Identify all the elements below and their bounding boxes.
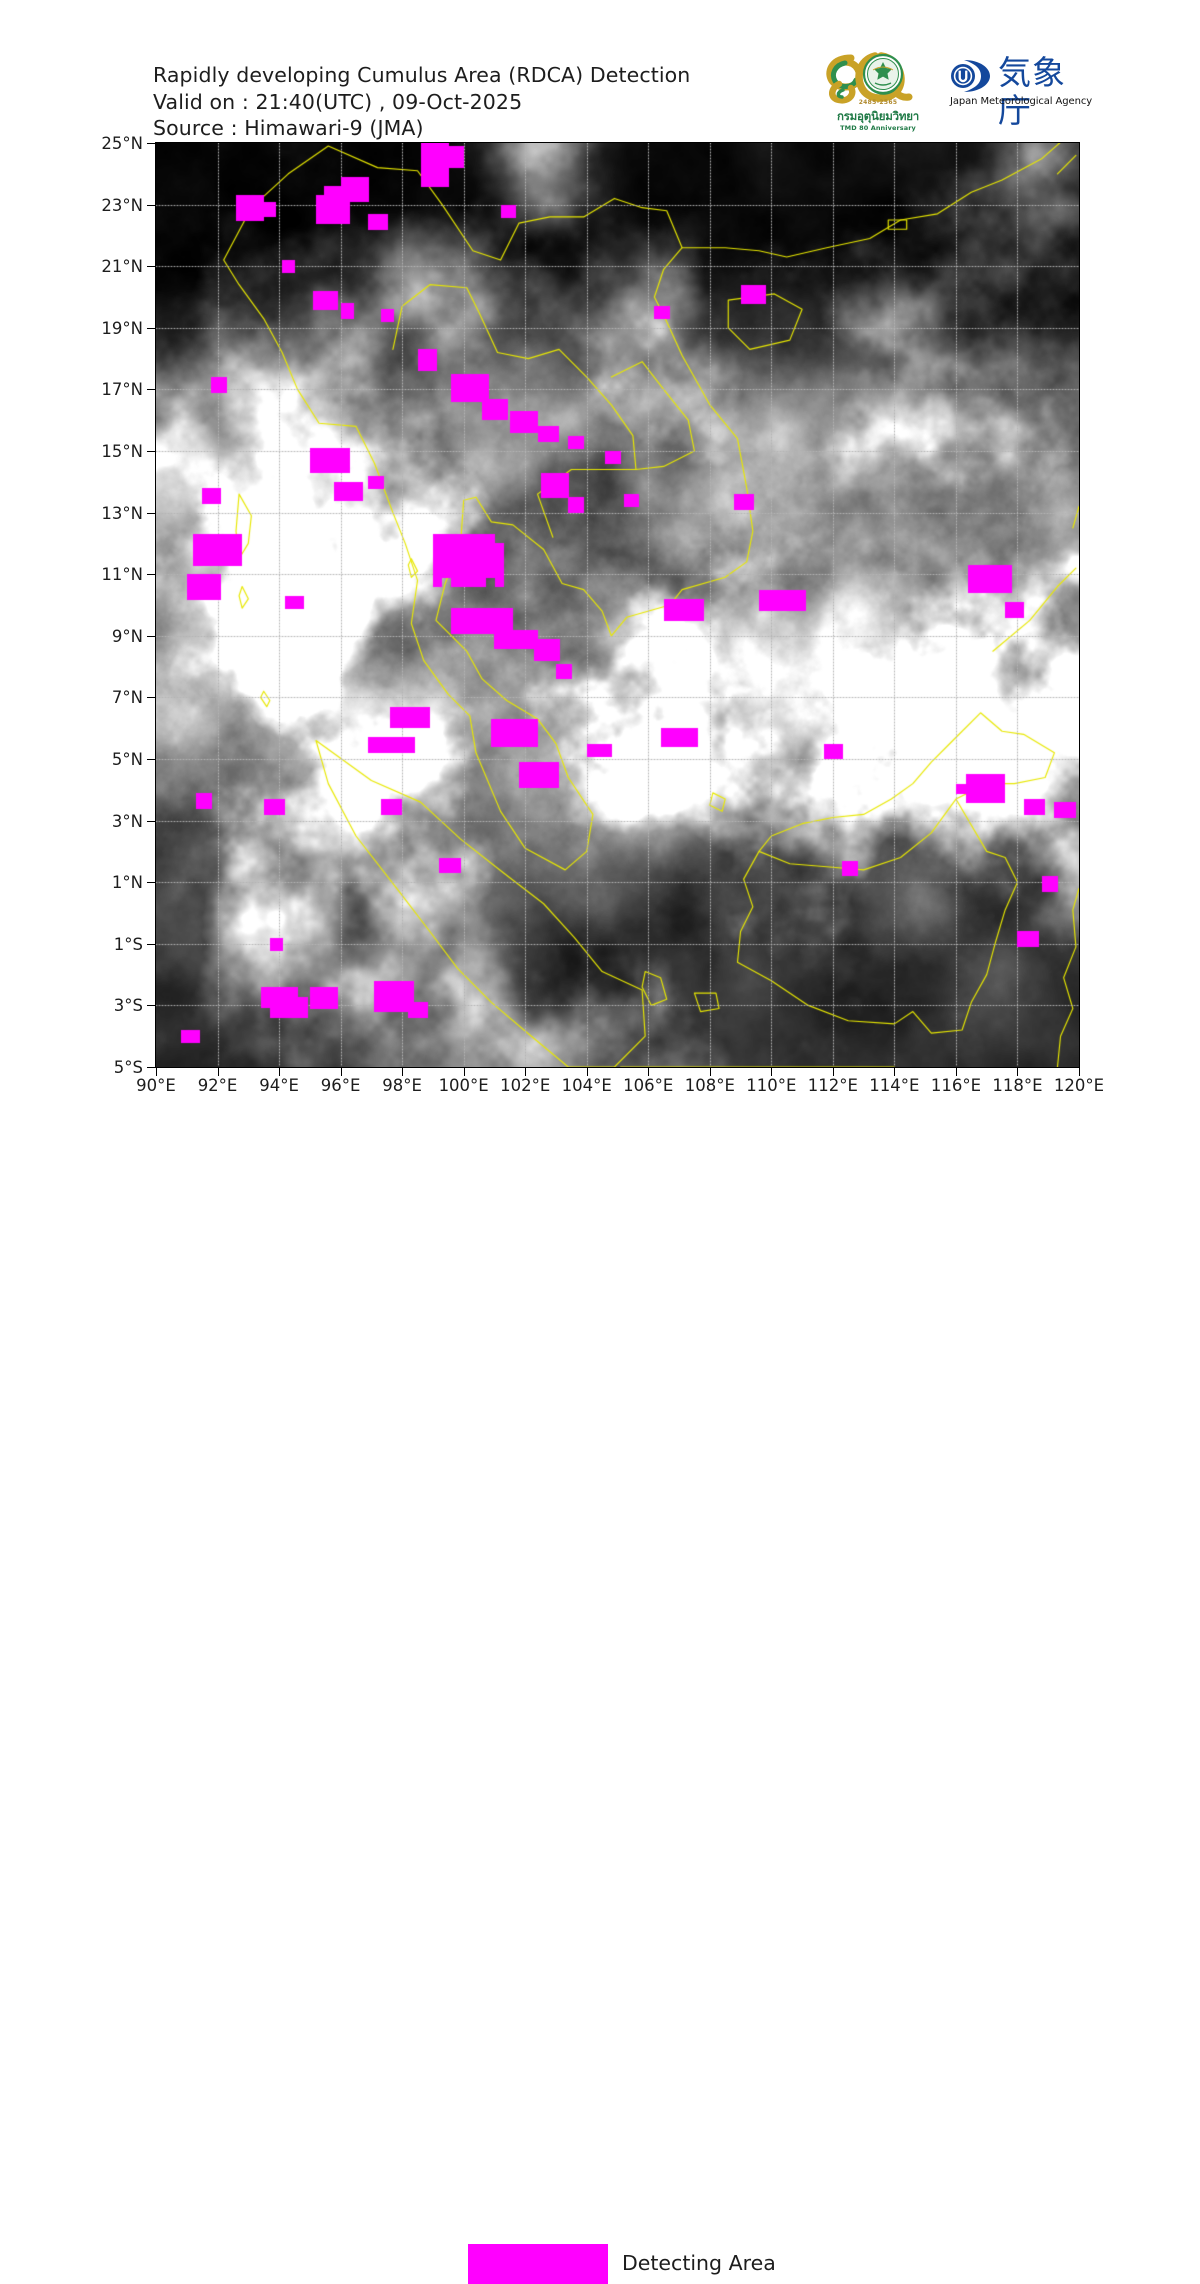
tmd-logo-anniversary-text: TMD 80 Anniversary — [840, 124, 916, 132]
y-axis-tick-label: 5°N — [111, 750, 143, 769]
x-axis-tick-label: 100°E — [438, 1076, 489, 1095]
legend-swatch-detecting-area — [468, 2244, 608, 2284]
x-axis-tick-label: 120°E — [1053, 1076, 1105, 1095]
y-axis-tick-mark — [147, 1005, 155, 1007]
tmd-logo-thai-text: กรมอุตุนิยมวิทยา — [836, 109, 920, 123]
y-axis-tick-label: 3°N — [111, 811, 143, 831]
x-axis-tick-label: 108°E — [684, 1076, 735, 1095]
x-axis-tick-mark — [709, 1068, 711, 1076]
y-axis-tick-mark — [147, 204, 155, 206]
y-axis-tick-label: 23°N — [101, 195, 143, 215]
x-axis-tick-label: 118°E — [992, 1076, 1043, 1095]
y-axis-tick-mark — [147, 451, 155, 452]
y-axis-tick-mark — [147, 697, 155, 699]
x-axis-tick-mark — [648, 1068, 650, 1076]
x-axis-tick-mark — [463, 1068, 465, 1076]
legend: Detecting Area — [0, 1118, 1200, 2284]
x-axis-tick-mark — [1017, 1068, 1019, 1076]
y-axis-tick-label: 11°N — [101, 565, 143, 585]
y-axis-tick-mark — [147, 635, 155, 637]
x-axis-tick-mark — [525, 1068, 527, 1076]
x-axis-tick-label: 92°E — [197, 1076, 238, 1095]
x-axis-tick-label: 116°E — [930, 1076, 981, 1095]
satellite-ir-image — [156, 143, 1079, 1067]
japan-meteorological-agency-logo: 気象庁 Japan Meteorological Agency — [950, 54, 1098, 130]
y-axis-tick-label: 15°N — [101, 442, 143, 461]
y-axis-tick-label: 21°N — [101, 257, 143, 277]
x-axis-tick-mark — [340, 1068, 342, 1076]
map-plot-area — [155, 142, 1080, 1068]
tmd-logo-years: 2485-2565 — [858, 99, 898, 106]
y-axis-tick-mark — [147, 943, 155, 945]
y-axis-tick-label: 7°N — [111, 688, 143, 708]
x-axis-tick-label: 112°E — [807, 1076, 858, 1095]
x-axis-tick-mark — [156, 1068, 157, 1076]
title-block: Rapidly developing Cumulus Area (RDCA) D… — [153, 62, 690, 142]
y-axis-tick-mark — [147, 143, 155, 144]
y-axis-tick-label: 1°N — [111, 873, 143, 893]
y-axis-tick-mark — [147, 882, 155, 884]
y-axis-tick-mark — [147, 1067, 155, 1068]
valid-time-label: Valid on : 21:40(UTC) , 09-Oct-2025 — [153, 89, 523, 114]
y-axis-tick-label: 3°S — [113, 996, 143, 1016]
y-axis-tick-label: 25°N — [101, 134, 143, 153]
x-axis-tick-label: 102°E — [500, 1076, 551, 1095]
x-axis-tick-label: 110°E — [746, 1076, 797, 1095]
tmd-logo-mark — [826, 52, 913, 104]
y-axis-tick-label: 17°N — [101, 380, 143, 400]
x-axis-tick-label: 90°E — [136, 1076, 176, 1095]
tmd-80th-anniversary-logo: 2485-2565 กรมอุตุนิยมวิทยา TMD 80 Annive… — [817, 50, 939, 138]
y-axis-tick-mark — [147, 327, 155, 329]
x-axis-tick-label: 106°E — [623, 1076, 674, 1095]
x-axis-tick-mark — [1079, 1068, 1080, 1076]
jma-logo-kanji: 気象庁 — [998, 53, 1066, 130]
legend-label-detecting-area: Detecting Area — [622, 2251, 776, 2275]
x-axis-tick-mark — [586, 1068, 588, 1076]
y-axis-tick-mark — [147, 574, 155, 576]
page-header: Rapidly developing Cumulus Area (RDCA) D… — [0, 0, 1200, 142]
y-axis-tick-mark — [147, 266, 155, 268]
y-axis-tick-label: 13°N — [101, 503, 143, 523]
y-axis-tick-mark — [147, 820, 155, 822]
y-axis-tick-label: 19°N — [101, 318, 143, 338]
x-axis-tick-label: 96°E — [320, 1076, 361, 1095]
x-axis-tick-label: 114°E — [869, 1076, 920, 1095]
y-axis-tick-mark — [147, 512, 155, 514]
y-axis-tick-label: 5°S — [113, 1058, 143, 1077]
source-label: Source : Himawari-9 (JMA) — [153, 116, 424, 140]
x-axis-tick-mark — [217, 1068, 219, 1076]
y-axis-tick-label: 1°S — [113, 934, 143, 954]
y-axis-tick-mark — [147, 759, 155, 760]
x-axis-tick-label: 94°E — [259, 1076, 299, 1095]
x-axis-tick-mark — [894, 1068, 896, 1076]
x-axis-tick-mark — [402, 1068, 404, 1076]
page-title: Rapidly developing Cumulus Area (RDCA) D… — [153, 63, 691, 87]
x-axis-tick-label: 98°E — [382, 1076, 422, 1095]
x-axis-tick-mark — [279, 1068, 281, 1076]
map-frame — [155, 142, 1080, 1068]
x-axis-tick-mark — [771, 1068, 773, 1076]
x-axis-tick-label: 104°E — [561, 1076, 612, 1095]
y-axis-tick-mark — [147, 389, 155, 391]
x-axis-tick-mark — [832, 1068, 834, 1076]
y-axis-tick-label: 9°N — [111, 626, 143, 646]
jma-logo-mark — [951, 60, 990, 92]
jma-logo-english: Japan Meteorological Agency — [950, 96, 1093, 107]
x-axis-tick-mark — [955, 1068, 957, 1076]
